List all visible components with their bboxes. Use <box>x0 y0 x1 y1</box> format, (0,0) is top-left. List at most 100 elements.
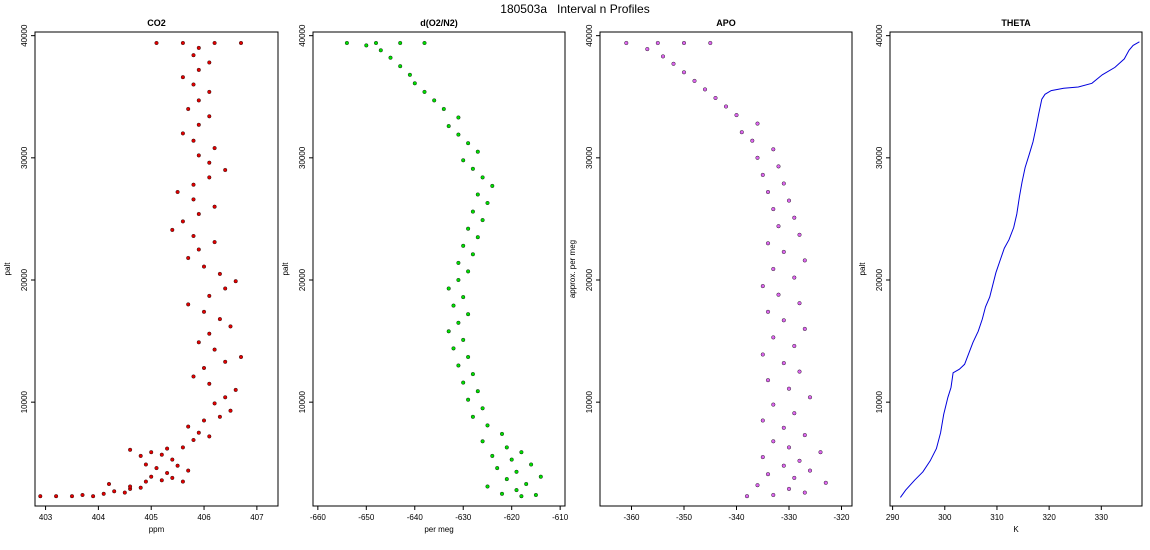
data-point <box>398 64 403 69</box>
data-point <box>470 414 475 419</box>
data-point <box>201 418 206 423</box>
data-point <box>781 318 786 323</box>
data-point <box>797 301 802 306</box>
data-point <box>771 335 776 340</box>
data-point <box>432 98 437 103</box>
data-point <box>186 106 191 111</box>
data-point <box>514 488 519 493</box>
data-point <box>196 98 201 103</box>
data-point <box>792 275 797 280</box>
data-point <box>808 468 813 473</box>
y-tick-label: 30000 <box>875 146 884 169</box>
data-point <box>217 317 222 322</box>
data-point <box>661 54 666 59</box>
x-tick-label: 403 <box>39 513 53 522</box>
data-point <box>792 344 797 349</box>
data-point <box>485 484 490 489</box>
y-tick-label: 30000 <box>585 146 594 169</box>
x-tick-label: -630 <box>455 513 472 522</box>
data-point <box>781 425 786 430</box>
data-point <box>217 271 222 276</box>
data-point <box>519 450 524 455</box>
data-point <box>422 41 427 46</box>
data-point <box>451 303 456 308</box>
data-point <box>191 233 196 238</box>
x-tick-label: 330 <box>1095 513 1109 522</box>
data-point <box>787 386 792 391</box>
data-point <box>398 41 403 46</box>
data-point <box>461 243 466 248</box>
data-point <box>655 41 660 46</box>
data-point <box>212 41 217 46</box>
data-point <box>470 166 475 171</box>
data-point <box>112 489 117 494</box>
data-point <box>344 41 349 46</box>
data-point <box>212 146 217 151</box>
data-point <box>760 352 765 357</box>
data-point <box>149 450 154 455</box>
panel-o2n2: d(O2/N2) -660 -650 -640 -630 -620 -610 10000 200… <box>281 18 569 534</box>
y-tick-label: 40000 <box>875 24 884 47</box>
data-point <box>724 104 729 109</box>
data-point <box>771 267 776 272</box>
data-point <box>776 224 781 229</box>
y-tick-label: 20000 <box>20 268 29 291</box>
data-point <box>451 346 456 351</box>
x-axis-label: K <box>1013 525 1019 534</box>
y-tick-label: 30000 <box>298 146 307 169</box>
data-point <box>771 207 776 212</box>
data-point <box>207 434 212 439</box>
data-point <box>490 183 495 188</box>
y-tick-label: 10000 <box>20 390 29 413</box>
x-axis-label: ppm <box>149 525 165 534</box>
y-axis-label: palt <box>858 262 867 276</box>
data-point <box>713 95 718 100</box>
data-point <box>519 494 524 499</box>
data-point <box>787 445 792 450</box>
data-point <box>480 439 485 444</box>
data-point <box>475 149 480 154</box>
data-point <box>823 480 828 485</box>
data-point <box>781 181 786 186</box>
data-point <box>180 75 185 80</box>
y-tick-label: 20000 <box>298 268 307 291</box>
y-tick-label: 30000 <box>20 146 29 169</box>
figure-subtitle: Interval n Profiles <box>557 2 650 16</box>
data-point <box>364 43 369 48</box>
data-point <box>165 471 170 476</box>
data-point <box>223 359 228 364</box>
panel-apo: APO -360 -350 -340 -330 -320 10000 20000 30000 40… <box>568 18 853 522</box>
plot-frame <box>599 31 853 507</box>
data-point <box>238 41 243 46</box>
data-point <box>456 115 461 120</box>
data-point <box>228 324 233 329</box>
y-tick-label: 20000 <box>875 268 884 291</box>
data-point <box>792 475 797 480</box>
main-title: 180503a Interval n Profiles <box>0 2 1150 16</box>
x-tick-label: 406 <box>197 513 211 522</box>
data-point <box>186 468 191 473</box>
data-point <box>223 167 228 172</box>
data-point <box>760 455 765 460</box>
data-point <box>771 493 776 498</box>
data-point <box>781 249 786 254</box>
data-point <box>671 61 676 66</box>
data-point <box>781 361 786 366</box>
x-axis-label: per meg <box>424 525 453 534</box>
data-point <box>207 293 212 298</box>
x-tick-label: -320 <box>833 513 850 522</box>
data-point <box>170 227 175 232</box>
x-tick-label: 407 <box>250 513 264 522</box>
data-point <box>180 219 185 224</box>
data-point <box>207 175 212 180</box>
data-point <box>682 70 687 75</box>
data-point <box>122 490 127 495</box>
data-point <box>760 172 765 177</box>
data-point <box>180 131 185 136</box>
data-point <box>128 447 133 452</box>
data-point <box>233 387 238 392</box>
data-point <box>466 141 471 146</box>
panel-theta: THETA 290 300 310 320 330 10000 20000 30000 40000… <box>858 18 1143 534</box>
data-point <box>191 182 196 187</box>
data-point <box>766 189 771 194</box>
